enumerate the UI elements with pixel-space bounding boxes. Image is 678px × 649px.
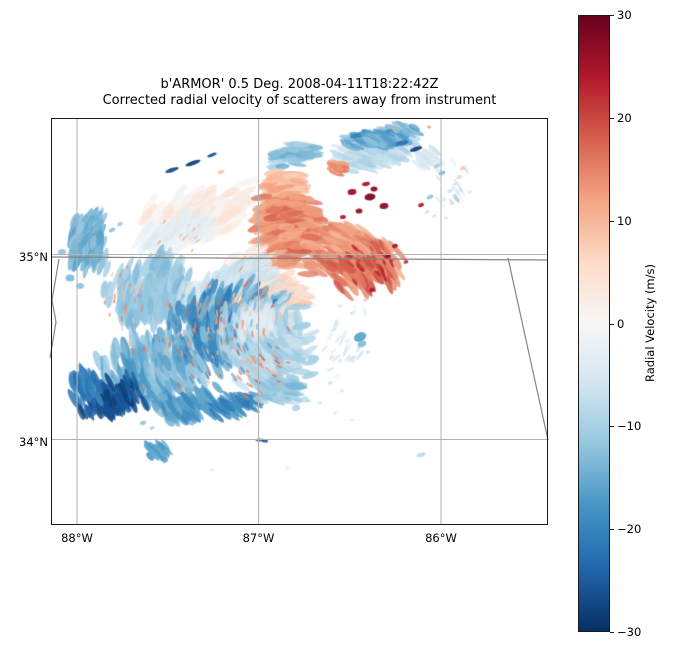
state-border-line [49, 258, 60, 359]
state-border-line [50, 256, 549, 261]
state-border-line [507, 257, 549, 441]
